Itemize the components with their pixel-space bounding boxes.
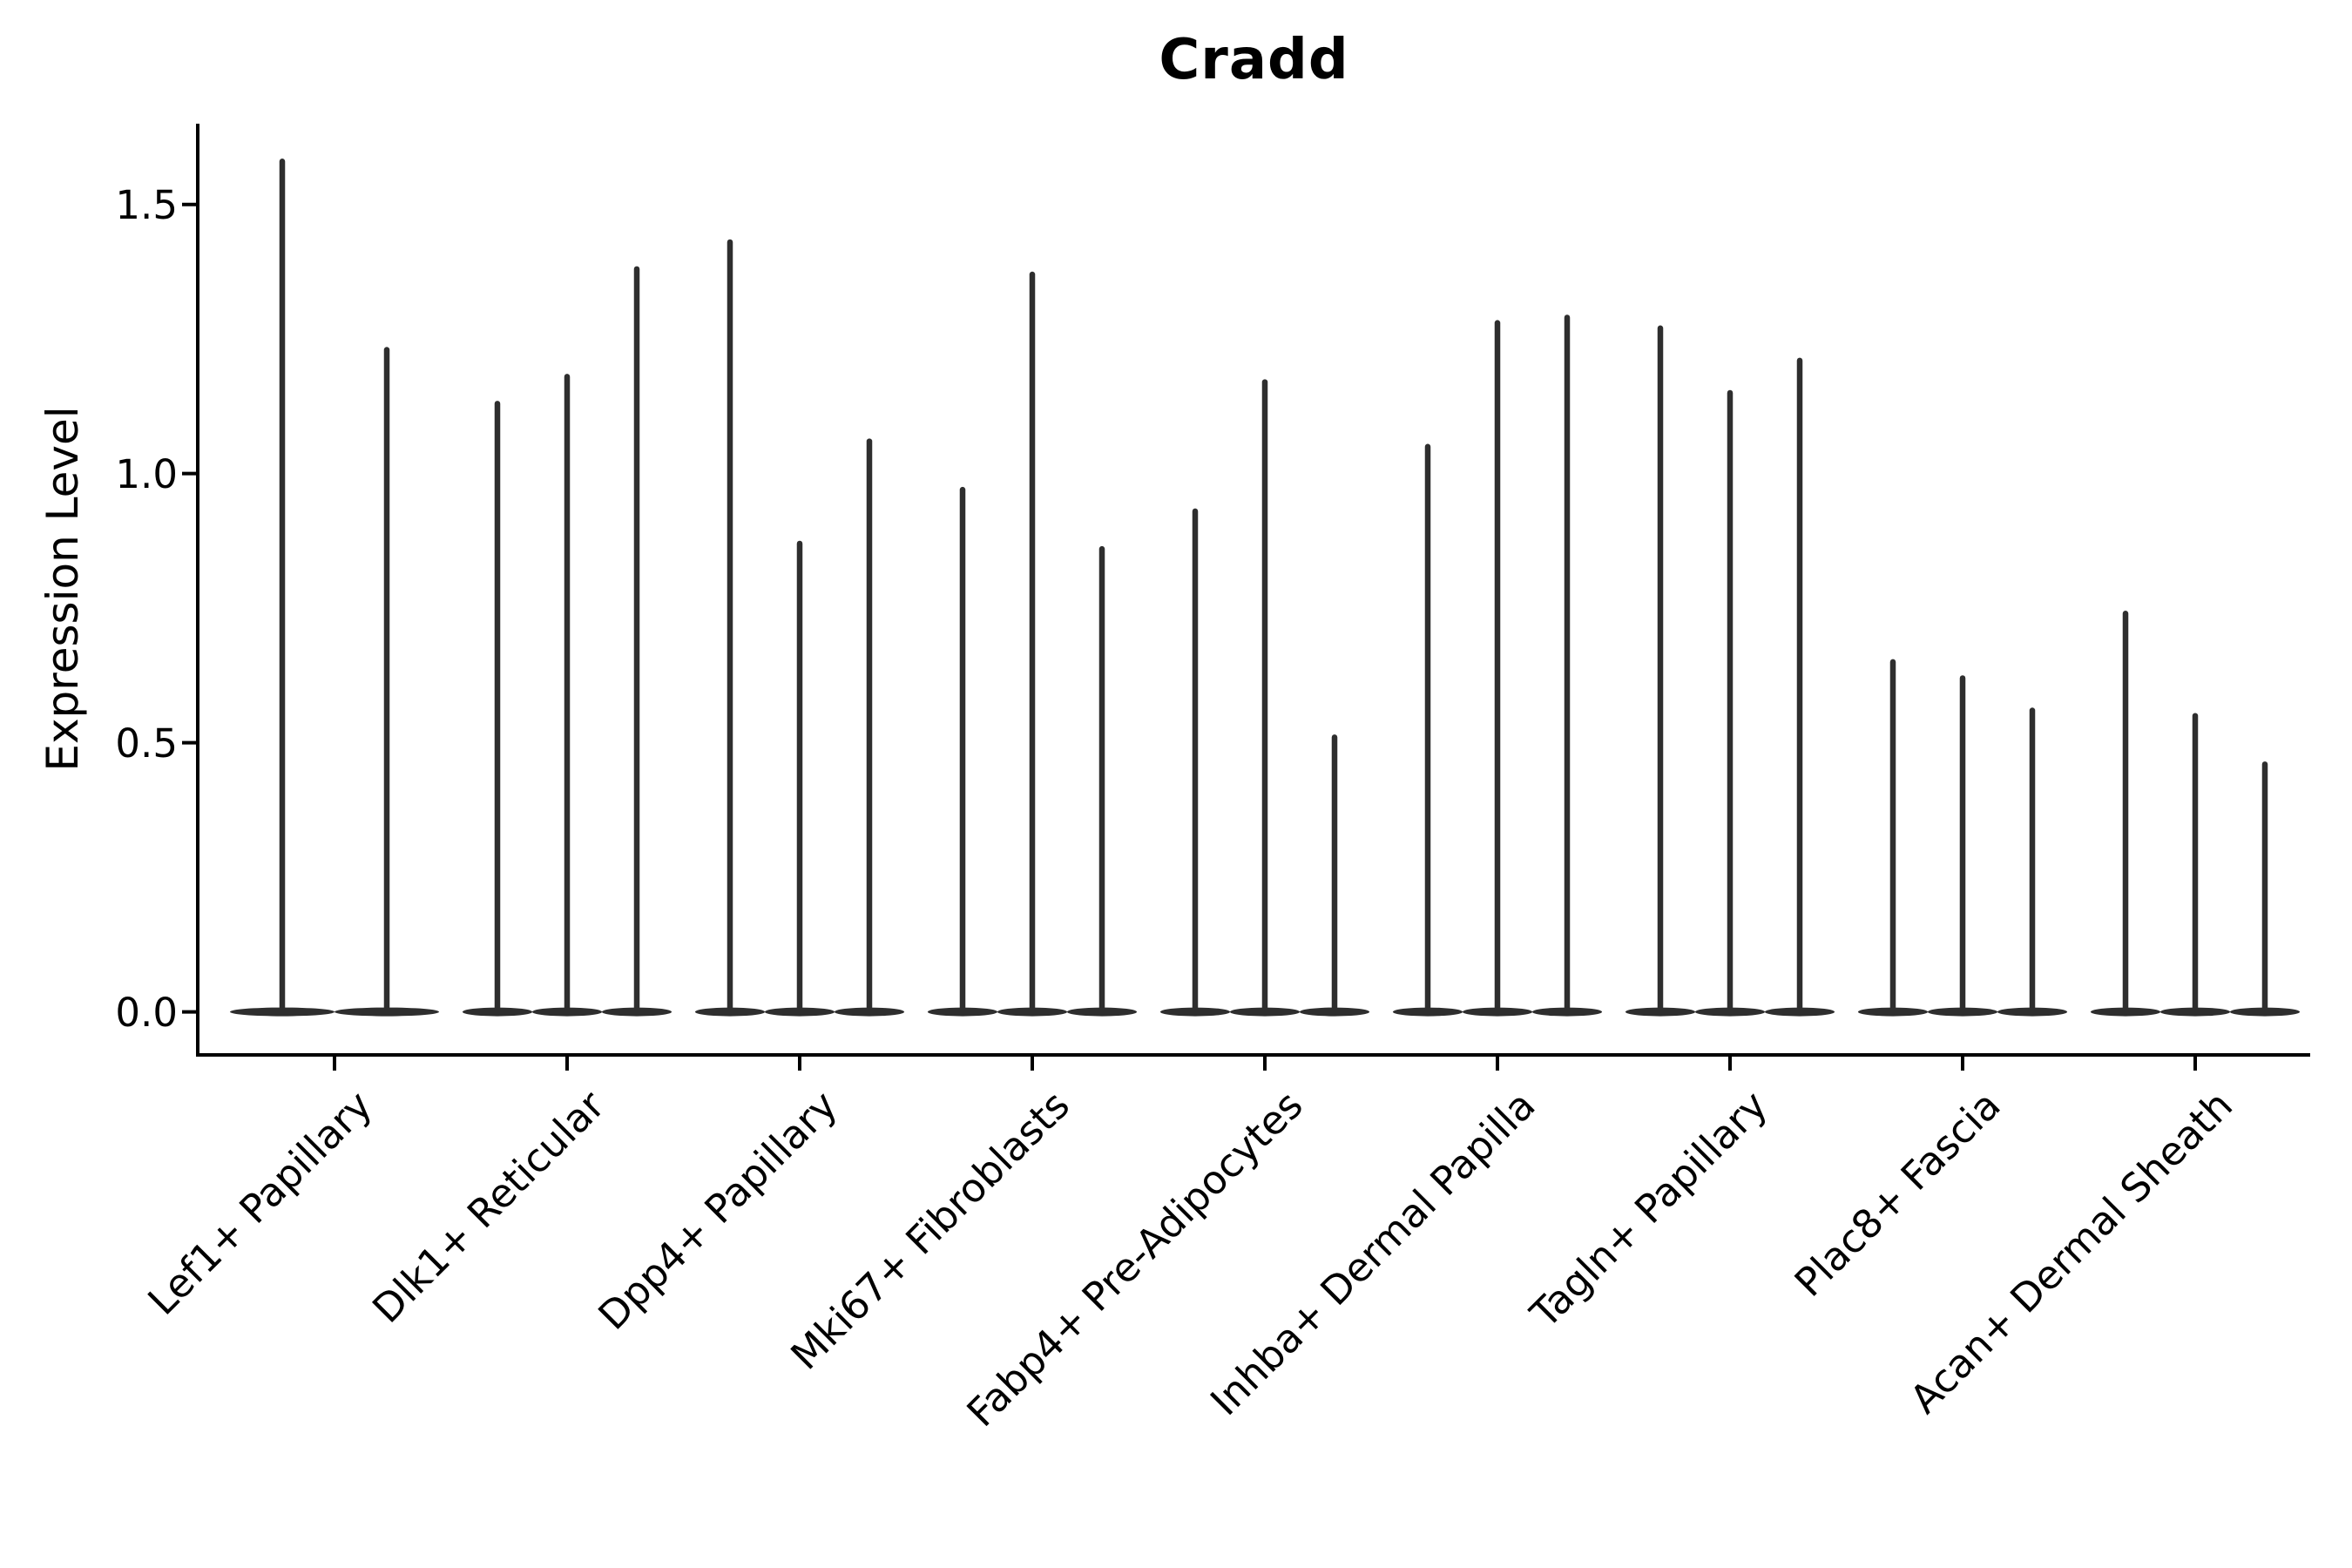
- y-tick-label-0.0: 0.0: [115, 989, 178, 1036]
- chart-title: Cradd: [1159, 28, 1349, 92]
- y-tick-label-1.0: 1.0: [115, 450, 178, 497]
- y-tick-label-1.5: 1.5: [115, 181, 178, 228]
- y-tick-label-0.5: 0.5: [115, 720, 178, 767]
